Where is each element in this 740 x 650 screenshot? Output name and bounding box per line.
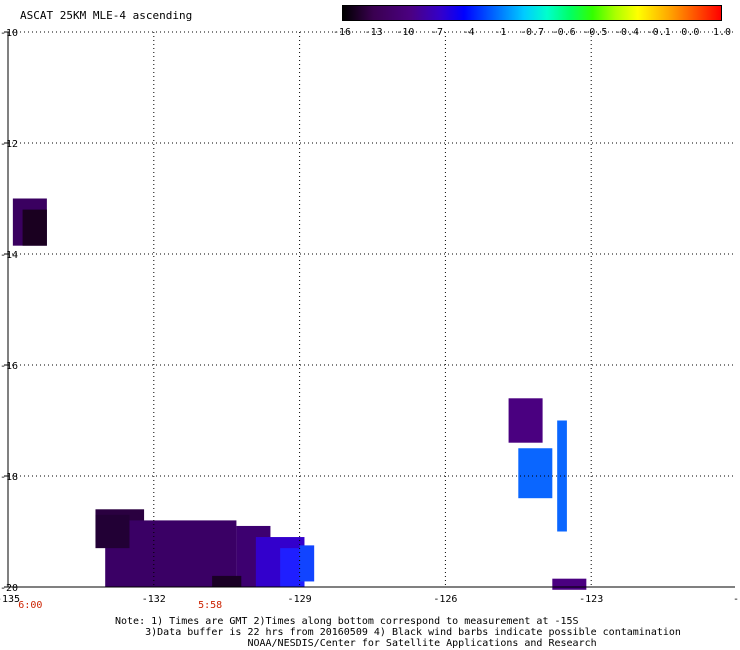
x-tick-label: -123 (579, 594, 603, 605)
time-label: 5:58 (198, 600, 223, 611)
y-tick-label: -14 (0, 250, 18, 261)
x-tick-label: -126 (433, 594, 457, 605)
region-bottom-blue-3 (299, 545, 315, 582)
x-tick-label: -132 (142, 594, 166, 605)
time-label: 6:00 (18, 600, 43, 611)
region-right-blue (518, 448, 553, 499)
note-line-2: 3)Data buffer is 22 hrs from 20160509 4)… (115, 627, 681, 638)
y-tick-label: -12 (0, 139, 18, 150)
footer-notes: Note: 1) Times are GMT 2)Times along bot… (115, 616, 681, 649)
colorbar-label: -16 (332, 27, 352, 38)
y-tick-label: -18 (0, 472, 18, 483)
region-bottom-main-left (95, 514, 130, 549)
colorbar (342, 5, 722, 21)
colorbar-label: -0.4 (614, 27, 640, 38)
note-line-3: NOAA/NESDIS/Center for Satellite Applica… (115, 638, 597, 649)
y-tick-label: -20 (0, 583, 18, 594)
note-line-1: Note: 1) Times are GMT 2)Times along bot… (115, 616, 579, 627)
colorbar-label: -0.1 (646, 27, 671, 38)
x-tick-label: -129 (288, 594, 312, 605)
region-right-purple (508, 398, 543, 443)
region-bottom-dark-spot (212, 575, 242, 587)
region-upper-left-core (22, 209, 47, 246)
y-tick-label: -10 (0, 28, 18, 39)
chart-title: ASCAT 25KM MLE-4 ascending (20, 9, 193, 22)
region-right-edge-blue (557, 420, 567, 532)
colorbar-label: -13 (364, 27, 383, 38)
y-tick-label: -16 (0, 361, 18, 372)
colorbar-label: 1.0 (712, 27, 732, 38)
colorbar-label: -10 (396, 27, 415, 38)
colorbar-label: -0.5 (583, 27, 608, 38)
x-tick-label: -135 (0, 594, 20, 605)
colorbar-label: 0.0 (681, 27, 700, 38)
colorbar-label: -0.6 (551, 27, 576, 38)
x-tick-label: -124 (733, 594, 740, 605)
region-right-bottom-purple (552, 578, 587, 590)
